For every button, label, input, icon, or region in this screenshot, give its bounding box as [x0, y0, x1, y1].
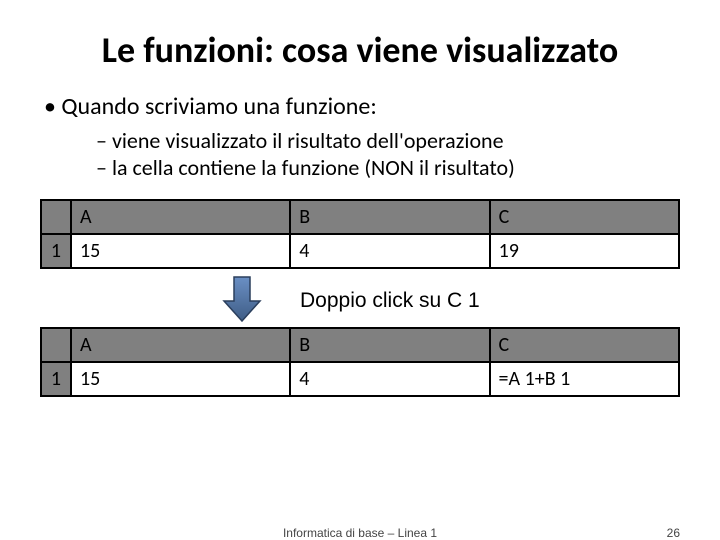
cell-c1: =A 1+B 1 — [490, 362, 679, 396]
slide: Le funzioni: cosa viene visualizzato Qua… — [0, 0, 720, 540]
page-title: Le funzioni: cosa viene visualizzato — [40, 28, 680, 72]
column-header: C — [490, 200, 679, 234]
footer-text: Informatica di base – Linea 1 — [283, 526, 437, 540]
bullet-level2-item: viene visualizzato il risultato dell'ope… — [96, 127, 680, 154]
slide-number: 26 — [667, 526, 680, 540]
bullet-level1: Quando scriviamo una funzione: — [44, 92, 680, 121]
column-header: A — [71, 200, 290, 234]
table-corner — [41, 328, 71, 362]
column-header: B — [290, 328, 489, 362]
cell-c1: 19 — [490, 234, 679, 268]
row-number: 1 — [41, 362, 71, 396]
spreadsheet-table-2: A B C 1 15 4 =A 1+B 1 — [40, 327, 680, 397]
cell-a1: 15 — [71, 362, 290, 396]
column-header: C — [490, 328, 679, 362]
row-number: 1 — [41, 234, 71, 268]
cell-b1: 4 — [290, 234, 489, 268]
cell-a1: 15 — [71, 234, 290, 268]
table-corner — [41, 200, 71, 234]
down-arrow-icon — [222, 275, 262, 328]
column-header: B — [290, 200, 489, 234]
bullet-level2-item: la cella contiene la funzione (NON il ri… — [96, 154, 680, 181]
arrow-caption-row: Doppio click su C 1 — [40, 275, 680, 323]
arrow-caption: Doppio click su C 1 — [300, 289, 480, 313]
column-header: A — [71, 328, 290, 362]
spreadsheet-table-1: A B C 1 15 4 19 — [40, 199, 680, 269]
cell-b1: 4 — [290, 362, 489, 396]
